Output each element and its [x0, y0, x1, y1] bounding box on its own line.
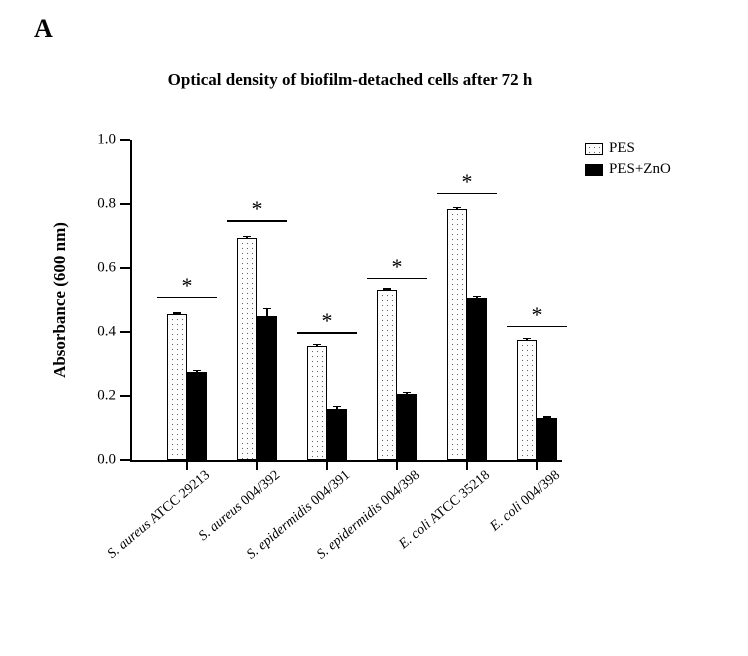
bar-pes	[517, 340, 537, 460]
error-bar-cap	[403, 392, 411, 393]
y-tick-label: 1.0	[97, 132, 116, 149]
y-tick-label: 0.4	[97, 324, 116, 341]
chart-title: Optical density of biofilm-detached cell…	[90, 70, 610, 90]
bar-zno	[257, 316, 277, 460]
y-tick	[120, 459, 130, 461]
bar-zno	[187, 372, 207, 460]
bar-zno	[537, 418, 557, 460]
error-bar-cap	[333, 406, 341, 407]
legend-label-pes: PES	[609, 140, 635, 157]
plot-area: 0.00.20.40.60.81.0*S. aureus ATCC 29213*…	[130, 140, 562, 462]
y-tick	[120, 267, 130, 269]
bar-zno	[397, 394, 417, 460]
significance-marker: *	[532, 304, 543, 326]
significance-marker: *	[252, 198, 263, 220]
error-bar-cap	[473, 296, 481, 297]
significance-marker: *	[392, 256, 403, 278]
significance-marker: *	[322, 310, 333, 332]
bar-zno	[327, 409, 347, 460]
error-bar-cap	[263, 308, 271, 309]
legend: PES PES+ZnO	[585, 140, 671, 182]
bar-zno	[467, 298, 487, 460]
bar-pes	[377, 290, 397, 460]
legend-label-zno: PES+ZnO	[609, 161, 671, 178]
error-bar-cap	[193, 370, 201, 371]
bar-pes	[237, 238, 257, 460]
legend-swatch-zno	[585, 164, 603, 176]
error-bar-cap	[543, 416, 551, 417]
error-bar	[266, 308, 267, 316]
error-bar-cap	[523, 338, 531, 339]
y-tick	[120, 203, 130, 205]
legend-swatch-pes	[585, 143, 603, 155]
bar-pes	[307, 346, 327, 460]
y-tick-label: 0.2	[97, 388, 116, 405]
error-bar-cap	[313, 344, 321, 345]
y-tick	[120, 139, 130, 141]
y-tick	[120, 395, 130, 397]
y-tick	[120, 331, 130, 333]
significance-marker: *	[462, 171, 473, 193]
error-bar-cap	[383, 288, 391, 289]
y-tick-label: 0.6	[97, 260, 116, 277]
bar-pes	[447, 209, 467, 460]
error-bar-cap	[173, 312, 181, 313]
legend-item-zno: PES+ZnO	[585, 161, 671, 178]
panel-letter: A	[34, 14, 53, 44]
y-tick-label: 0.0	[97, 452, 116, 469]
y-tick-label: 0.8	[97, 196, 116, 213]
significance-marker: *	[182, 275, 193, 297]
legend-item-pes: PES	[585, 140, 671, 157]
y-axis-label: Absorbance (600 nm)	[50, 222, 70, 378]
bar-pes	[167, 314, 187, 460]
error-bar-cap	[243, 236, 251, 237]
error-bar-cap	[453, 207, 461, 208]
